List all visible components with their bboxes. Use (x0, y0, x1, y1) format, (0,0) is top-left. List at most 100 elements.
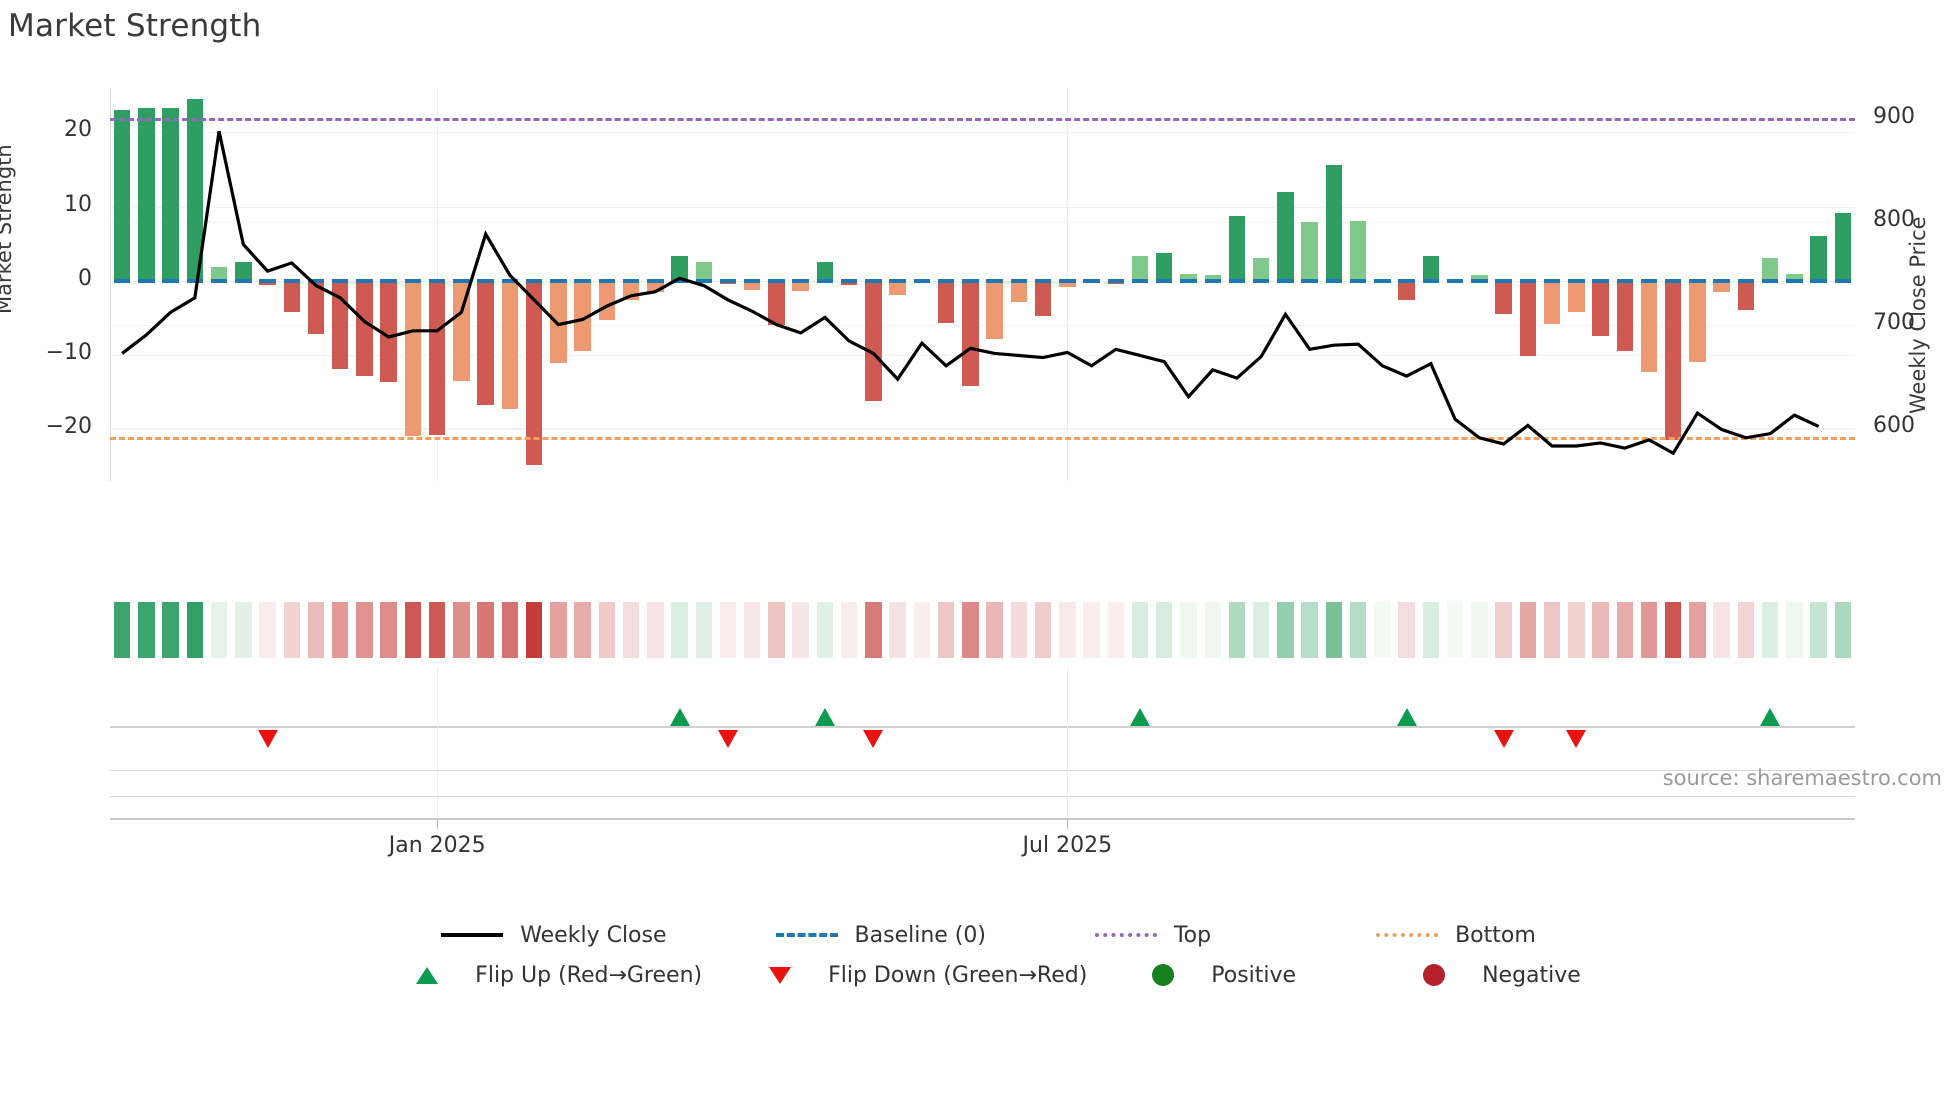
strength-bar (380, 280, 397, 383)
baseline-dash (550, 278, 567, 283)
heat-cell (1519, 602, 1537, 658)
baseline-dash (671, 278, 688, 283)
left-axis-tick-label: −10 (45, 339, 92, 365)
heat-cell (1543, 602, 1561, 658)
x-axis-tick-label: Jul 2025 (1022, 833, 1113, 858)
heat-cell (428, 602, 446, 658)
left-axis-tick-label: −20 (45, 414, 92, 440)
strength-bar (235, 262, 252, 281)
baseline-dash (1737, 278, 1755, 283)
baseline-dash (647, 278, 664, 283)
baseline-dash (525, 278, 543, 283)
x-tick-extension (1067, 668, 1069, 818)
strength-bar (1689, 280, 1706, 362)
baseline-dash (1204, 278, 1221, 283)
legend-key (1078, 933, 1174, 937)
legend-item-label: Flip Up (Red→Green) (475, 962, 703, 988)
heat-cell (671, 602, 688, 658)
main-plot-area (110, 88, 1855, 481)
baseline-dash (986, 278, 1003, 283)
strength-bar (1252, 257, 1270, 281)
strength-heat-strip (110, 602, 1855, 658)
dotted-orange-line-icon (1376, 933, 1439, 937)
heat-cell (235, 602, 252, 658)
strength-bar (501, 280, 519, 410)
strength-bar (525, 280, 543, 465)
baseline-dash (622, 278, 640, 283)
baseline-dash (1059, 278, 1076, 283)
heat-cell (840, 602, 858, 658)
heat-cell (283, 602, 300, 658)
legend-item[interactable]: Weekly Close (424, 922, 667, 948)
baseline-dash (356, 278, 373, 283)
baseline-dash (1543, 278, 1561, 283)
gridline (110, 429, 1855, 431)
heat-cell (113, 602, 131, 658)
baseline-dash (380, 278, 397, 283)
baseline-dash (1228, 278, 1246, 283)
legend-item[interactable]: Flip Up (Red→Green) (379, 963, 702, 988)
baseline-dash (477, 278, 494, 283)
heat-cell (162, 602, 179, 658)
strength-bar (1737, 280, 1755, 310)
baseline-dash (1398, 278, 1415, 283)
legend-item[interactable]: Positive (1115, 963, 1296, 988)
heat-cell (1786, 602, 1803, 658)
gridline-right (110, 221, 1855, 223)
legend-item[interactable]: Bottom (1359, 923, 1536, 948)
heat-cell (816, 602, 834, 658)
strength-bar (1495, 280, 1512, 315)
strength-bar (1568, 280, 1585, 312)
x-axis-line (110, 818, 1855, 820)
strength-bar (1664, 280, 1682, 441)
gridline (110, 132, 1855, 134)
heat-cell (1422, 602, 1440, 658)
dotted-purple-line-icon (1094, 933, 1157, 937)
baseline-dash (792, 278, 809, 283)
heat-cell (792, 602, 809, 658)
heat-cell (477, 602, 494, 658)
heat-cell (138, 602, 155, 658)
baseline-dash (113, 278, 131, 283)
left-axis-title: Market Strength (0, 144, 16, 314)
baseline-dash (1277, 278, 1294, 283)
strength-bar (792, 280, 809, 292)
strength-bar (1640, 280, 1658, 372)
legend-item-label: Weekly Close (520, 922, 667, 948)
baseline-dash (744, 278, 761, 283)
legend-item[interactable]: Baseline (0) (759, 923, 986, 948)
legend-item-label: Bottom (1455, 922, 1536, 948)
weekly-close-line (121, 130, 1820, 456)
heat-cell (1059, 602, 1076, 658)
baseline-dash (913, 278, 931, 283)
baseline-dash (1568, 278, 1585, 283)
legend-item[interactable]: Flip Down (Green→Red) (732, 963, 1087, 988)
heat-cell (307, 602, 325, 658)
strength-bar (889, 280, 906, 295)
heat-cell (1180, 602, 1197, 658)
baseline-dash (138, 278, 155, 283)
baseline-dash (1083, 278, 1100, 283)
gridline (110, 206, 1855, 208)
strength-bar (1398, 280, 1415, 301)
heat-cell (1277, 602, 1294, 658)
legend-item-label: Negative (1482, 962, 1581, 988)
heat-cell (574, 602, 591, 658)
strength-bar (574, 280, 591, 352)
strength-bar (113, 110, 131, 281)
strength-bar (1034, 280, 1052, 317)
flip-up-marker (669, 708, 690, 726)
legend-item[interactable]: Top (1078, 923, 1211, 948)
heat-cell (1446, 602, 1464, 658)
heat-cell (1713, 602, 1730, 658)
flip-down-marker (863, 730, 884, 748)
left-axis-tick-label: 10 (64, 191, 92, 217)
strength-bar (1277, 191, 1294, 281)
legend-item[interactable]: Negative (1386, 963, 1581, 988)
strength-bar (816, 262, 834, 281)
heat-cell (1349, 602, 1367, 658)
red-circle-icon (1423, 964, 1446, 986)
baseline-dash (162, 278, 179, 283)
heat-cell (744, 602, 761, 658)
heat-cell (525, 602, 543, 658)
